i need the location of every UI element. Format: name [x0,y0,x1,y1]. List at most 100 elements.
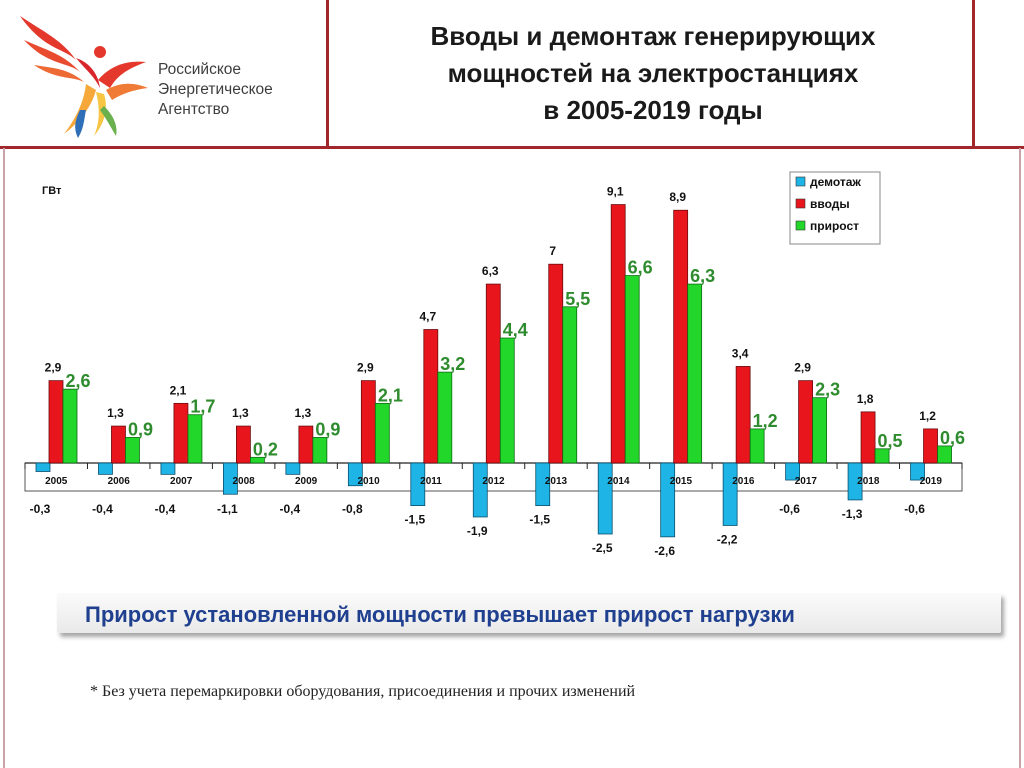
bar-growth [562,306,578,464]
y-axis-label: ГВт [42,185,62,197]
bar-input [485,283,501,464]
bar-demolition [347,462,363,487]
x-tick-label: 2005 [45,476,68,487]
x-tick-label: 2011 [420,476,442,487]
x-axis-band [24,462,963,492]
data-label-input: 8,9 [669,190,686,204]
bar-input [298,425,314,464]
footnote: * Без учета перемаркировки оборудования,… [90,683,636,700]
data-label-input: 1,3 [295,406,312,420]
x-tick-label: 2013 [545,476,568,487]
bar-input [235,425,251,464]
data-label-input: 2,9 [45,361,62,375]
data-label-demolition: -0,4 [92,502,113,516]
banner-text: Прирост установленной мощности превышает… [85,602,795,627]
data-label-input: 1,8 [857,392,874,406]
bar-input [48,380,64,464]
x-tick-label: 2009 [295,476,318,487]
x-tick-label: 2015 [670,476,693,487]
bar-growth [437,371,453,464]
title-line-3: в 2005-2019 годы [543,95,763,125]
bar-input [111,425,126,464]
bar-input [173,402,189,464]
data-label-input: 2,1 [170,383,187,397]
x-tick-label: 2006 [108,476,131,487]
bar-demolition [98,462,113,475]
data-label-growth: 2,6 [65,371,90,391]
bar-input [923,428,938,464]
data-label-demolition: -0,3 [30,502,51,516]
x-tick-label: 2014 [607,476,630,487]
data-label-input: 2,9 [357,361,374,375]
bar-demolition [722,462,738,526]
x-tick-label: 2018 [857,476,880,487]
bar-input [548,263,564,464]
logo-line-2: Энергетическое [158,81,273,98]
header-divider [0,146,1024,149]
data-label-demolition: -1,5 [529,513,550,527]
bar-demolition [410,462,426,506]
title-line-2: мощностей на электростанциях [447,58,859,88]
bar-demolition [160,462,176,475]
bar-growth [499,337,515,464]
x-tick-label: 2012 [482,476,505,487]
data-label-growth: 4,4 [503,320,528,340]
data-label-input: 2,9 [794,361,811,375]
bar-demolition [35,462,51,472]
bar-growth [749,428,765,464]
bar-demolition [847,462,863,501]
data-label-growth: 0,6 [940,428,965,448]
header-separator-right [972,0,975,148]
bar-demolition [285,462,301,475]
conclusion-banner: Прирост установленной мощности превышает… [57,593,1001,633]
data-label-growth: 1,2 [753,411,778,431]
legend-label: демотаж [810,175,861,189]
data-label-demolition: -2,2 [717,532,738,546]
legend-label: вводы [810,197,850,211]
bar-demolition [660,462,676,538]
data-label-input: 1,3 [107,406,124,420]
page-title: Вводы и демонтаж генерирующих мощностей … [334,18,972,129]
bar-growth [687,283,703,464]
capacity-bar-chart: ГВт20052,92,6-0,320061,30,9-0,420072,11,… [24,171,965,558]
frame-right-border [1019,148,1021,768]
data-label-demolition: -2,5 [592,541,613,555]
bar-growth [812,397,827,464]
x-tick-label: 2017 [795,476,818,487]
bar-input [360,380,376,464]
phoenix-bird-logo-icon [20,16,148,138]
data-label-growth: 2,3 [815,380,840,400]
bar-growth [374,402,390,464]
x-tick-label: 2019 [920,476,943,487]
bar-input [860,411,876,464]
bar-demolition [535,462,551,506]
legend-label: прирост [810,219,859,233]
bar-demolition [597,462,613,535]
logo: Российское Энергетическое Агентство [14,10,314,140]
bar-input [735,366,751,464]
bar-input [610,204,626,464]
data-label-growth: 1,7 [190,397,215,417]
bar-demolition [472,462,488,518]
data-label-demolition: -0,6 [904,502,925,516]
data-label-input: 1,2 [919,409,936,423]
bar-growth [874,448,890,464]
bar-demolition [910,462,925,481]
bar-growth [937,445,952,464]
data-label-input: 7 [549,244,556,258]
x-tick-label: 2010 [357,476,380,487]
data-label-growth: 0,2 [253,439,278,459]
data-label-growth: 0,9 [315,419,340,439]
data-label-demolition: -2,6 [654,544,675,558]
bar-growth [125,437,140,464]
data-label-demolition: -1,1 [217,502,238,516]
bar-input [673,209,689,464]
data-label-input: 4,7 [419,310,436,324]
data-label-growth: 6,6 [628,258,653,278]
bar-demolition [222,462,238,495]
data-label-input: 3,4 [732,346,749,360]
title-line-1: Вводы и демонтаж генерирующих [430,21,876,51]
legend-swatch [795,176,806,187]
frame-left-border [3,148,5,768]
legend-swatch [795,220,806,231]
